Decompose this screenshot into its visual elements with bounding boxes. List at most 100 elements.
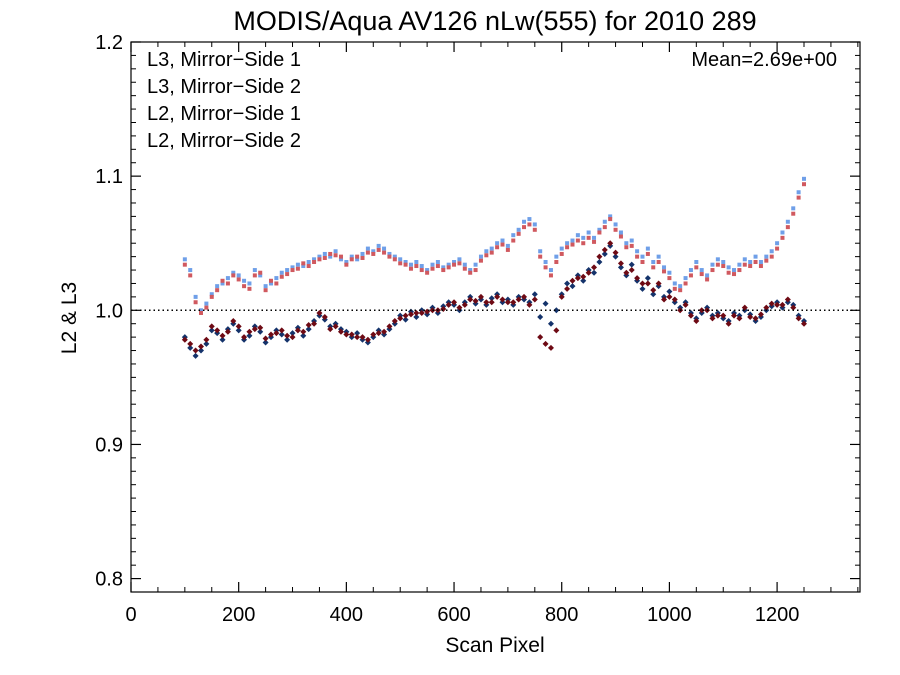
data-point bbox=[559, 251, 564, 256]
data-point bbox=[687, 312, 694, 319]
data-point bbox=[441, 268, 446, 273]
data-point bbox=[247, 286, 252, 291]
data-point bbox=[511, 238, 516, 243]
data-point bbox=[575, 233, 580, 238]
data-point bbox=[596, 253, 603, 260]
data-point bbox=[569, 277, 576, 284]
data-point bbox=[537, 334, 544, 341]
data-point bbox=[306, 264, 311, 269]
data-point bbox=[775, 241, 780, 246]
data-point bbox=[371, 249, 376, 254]
x-axis-label: Scan Pixel bbox=[445, 634, 544, 657]
y-tick-label: 1.0 bbox=[95, 300, 123, 322]
data-point bbox=[531, 291, 538, 298]
data-point bbox=[554, 260, 559, 264]
data-point bbox=[671, 296, 678, 303]
data-point bbox=[736, 315, 743, 322]
data-point bbox=[187, 340, 194, 347]
data-point bbox=[521, 293, 528, 300]
data-point bbox=[224, 328, 231, 335]
data-point bbox=[624, 241, 629, 246]
data-point bbox=[532, 227, 537, 232]
data-point bbox=[548, 273, 553, 278]
data-point bbox=[522, 219, 527, 224]
data-point bbox=[784, 296, 791, 303]
data-point bbox=[301, 261, 306, 266]
x-tick-label: 1000 bbox=[647, 604, 692, 626]
y-axis-label: L2 & L3 bbox=[58, 282, 81, 354]
y-tick-label: 1.1 bbox=[95, 166, 123, 188]
data-point bbox=[182, 262, 187, 267]
data-point bbox=[462, 266, 467, 271]
data-point bbox=[418, 309, 425, 316]
data-point bbox=[262, 335, 269, 342]
data-point bbox=[387, 251, 392, 256]
data-point bbox=[494, 293, 501, 300]
data-point bbox=[294, 327, 301, 334]
data-point bbox=[209, 292, 214, 297]
data-point bbox=[613, 227, 618, 232]
series-3 bbox=[182, 182, 807, 315]
x-tick-label: 600 bbox=[437, 604, 470, 626]
data-point bbox=[220, 278, 225, 283]
data-point bbox=[650, 287, 657, 294]
data-point bbox=[791, 211, 796, 216]
data-point bbox=[661, 296, 668, 303]
x-tick-label: 1200 bbox=[755, 604, 800, 626]
data-point bbox=[267, 331, 274, 338]
data-point bbox=[300, 332, 307, 339]
data-point bbox=[349, 257, 354, 262]
data-point bbox=[662, 269, 667, 274]
data-point bbox=[505, 247, 510, 252]
data-point bbox=[607, 240, 614, 247]
data-point bbox=[672, 286, 677, 291]
data-point bbox=[219, 336, 226, 343]
data-point bbox=[419, 264, 424, 269]
data-point bbox=[757, 311, 764, 318]
data-point bbox=[397, 315, 404, 322]
data-point bbox=[332, 323, 339, 330]
data-point bbox=[365, 250, 370, 255]
data-point bbox=[489, 250, 494, 255]
data-point bbox=[472, 297, 479, 304]
data-point bbox=[321, 314, 328, 320]
data-point bbox=[639, 280, 646, 287]
data-point bbox=[715, 262, 720, 267]
data-point bbox=[187, 344, 194, 351]
data-point bbox=[672, 281, 677, 286]
data-point bbox=[301, 264, 306, 269]
data-point bbox=[780, 235, 785, 240]
data-point bbox=[516, 227, 521, 232]
data-point bbox=[678, 284, 683, 289]
data-point bbox=[208, 323, 215, 330]
data-point bbox=[624, 245, 629, 250]
data-point bbox=[215, 284, 220, 289]
data-point bbox=[515, 296, 522, 303]
data-point bbox=[715, 257, 720, 262]
data-point bbox=[748, 264, 753, 269]
data-point bbox=[382, 250, 387, 255]
data-point bbox=[349, 254, 354, 259]
data-point bbox=[316, 309, 323, 316]
data-point bbox=[382, 246, 387, 251]
mean-annotation: Mean=2.69e+00 bbox=[691, 49, 837, 71]
data-point bbox=[306, 260, 311, 264]
data-point bbox=[413, 309, 420, 316]
data-point bbox=[414, 260, 419, 264]
data-point bbox=[489, 246, 494, 251]
data-point bbox=[775, 246, 780, 251]
data-point bbox=[547, 320, 554, 327]
data-point bbox=[425, 270, 430, 275]
data-point bbox=[408, 266, 413, 271]
data-point bbox=[365, 246, 370, 251]
data-point bbox=[370, 331, 377, 338]
x-tick-label: 800 bbox=[545, 604, 578, 626]
data-point bbox=[694, 260, 699, 264]
data-point bbox=[742, 262, 747, 267]
data-point bbox=[742, 257, 747, 262]
data-point bbox=[262, 339, 269, 346]
data-point bbox=[457, 257, 462, 262]
data-point bbox=[543, 265, 548, 270]
data-point bbox=[402, 316, 409, 323]
data-point bbox=[182, 257, 187, 262]
